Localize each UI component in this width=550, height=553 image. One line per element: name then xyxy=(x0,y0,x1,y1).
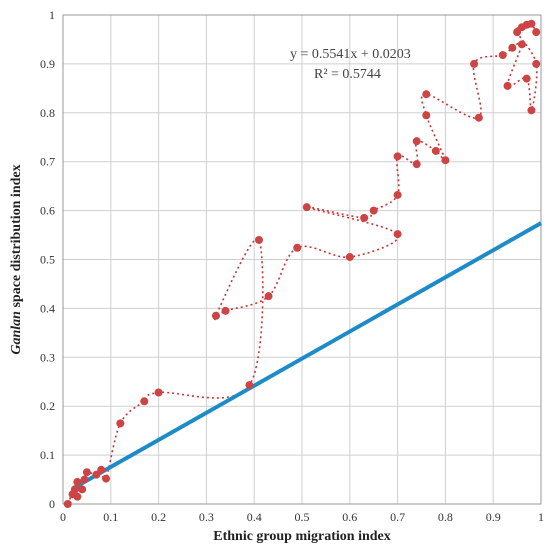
data-point xyxy=(73,492,82,501)
data-point xyxy=(412,137,421,146)
plot-frame xyxy=(62,14,542,505)
x-tick-label: 0.3 xyxy=(199,510,214,524)
data-point xyxy=(412,160,421,169)
y-tick-label: 0.4 xyxy=(40,301,55,315)
data-point xyxy=(503,81,512,90)
data-point xyxy=(527,19,536,28)
x-tick-label: 0.5 xyxy=(295,510,310,524)
data-points xyxy=(63,19,541,508)
data-point xyxy=(360,213,369,222)
data-point xyxy=(441,156,450,165)
x-tick-label: 0 xyxy=(60,510,66,524)
data-point xyxy=(393,190,402,199)
data-point xyxy=(369,206,378,215)
x-tick-label: 0.6 xyxy=(342,510,357,524)
x-tick-label: 0.2 xyxy=(151,510,166,524)
data-point xyxy=(245,381,254,390)
y-tick-label: 0.6 xyxy=(40,204,55,218)
y-tick-label: 0.7 xyxy=(40,155,55,169)
y-tick-label: 0.3 xyxy=(40,350,55,364)
data-point xyxy=(221,306,230,315)
data-point xyxy=(422,90,431,99)
x-tick-label: 0.7 xyxy=(390,510,405,524)
x-tick-label: 0.4 xyxy=(247,510,262,524)
data-point xyxy=(431,146,440,155)
x-tick-label: 0.9 xyxy=(486,510,501,524)
data-point xyxy=(97,465,106,474)
data-point xyxy=(254,235,263,244)
data-point xyxy=(73,477,82,486)
data-point xyxy=(78,485,87,494)
data-point xyxy=(393,152,402,161)
data-point xyxy=(522,74,531,83)
data-point xyxy=(532,59,541,68)
x-tick-label: 1 xyxy=(538,510,544,524)
y-axis-title-rest: space distribution index xyxy=(9,164,24,311)
x-tick-label: 0.1 xyxy=(103,510,118,524)
data-point xyxy=(513,28,522,37)
data-point xyxy=(92,470,101,479)
x-tick-labels: 0 0.1 0.2 0.3 0.4 0.5 0.6 0.7 0.8 0.9 1 xyxy=(60,510,544,524)
data-point xyxy=(80,475,89,484)
trend-line xyxy=(71,221,542,491)
data-point xyxy=(70,485,79,494)
data-point xyxy=(63,500,72,508)
trend-r-squared: R² = 0.5744 xyxy=(314,67,381,82)
y-axis-title: Ganlan space distribution index xyxy=(9,164,24,354)
grid-layer xyxy=(62,14,542,505)
y-tick-label: 0.2 xyxy=(40,399,55,413)
data-point xyxy=(102,474,111,483)
data-point xyxy=(140,397,149,406)
y-tick-label: 1 xyxy=(49,8,55,22)
y-tick-labels: 0 0.1 0.2 0.3 0.4 0.5 0.6 0.7 0.8 0.9 1 xyxy=(40,8,55,511)
y-tick-label: 0.1 xyxy=(40,448,55,462)
data-point xyxy=(293,243,302,252)
y-tick-label: 0.8 xyxy=(40,106,55,120)
data-point xyxy=(264,292,273,301)
data-point xyxy=(508,43,517,52)
data-point xyxy=(470,59,479,68)
data-point xyxy=(532,28,541,37)
data-point xyxy=(302,203,311,212)
y-tick-label: 0 xyxy=(49,497,55,511)
data-point xyxy=(116,419,125,428)
x-axis-title: Ethnic group migration index xyxy=(213,529,391,544)
x-tick-label: 0.8 xyxy=(438,510,453,524)
data-point xyxy=(154,388,163,397)
data-point xyxy=(474,113,483,122)
y-tick-label: 0.9 xyxy=(40,57,55,71)
data-point xyxy=(517,40,526,49)
data-point xyxy=(422,111,431,120)
data-point xyxy=(498,51,507,60)
y-axis-title-italic: Ganlan xyxy=(9,311,24,355)
y-tick-label: 0.5 xyxy=(40,253,55,267)
trend-equation: y = 0.5541x + 0.0203 xyxy=(290,47,411,62)
data-point xyxy=(345,253,354,262)
data-point xyxy=(393,230,402,239)
data-point xyxy=(82,468,91,477)
data-point xyxy=(211,311,220,320)
data-point xyxy=(527,106,536,115)
